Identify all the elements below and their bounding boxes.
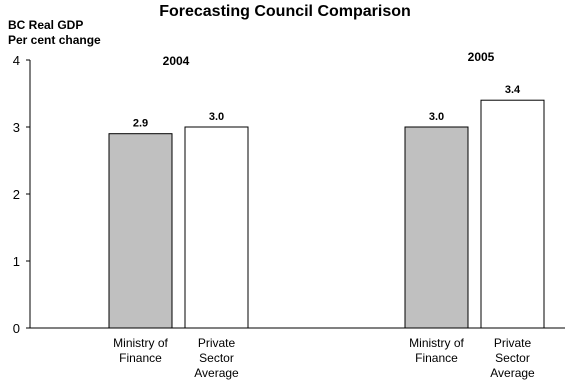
- y-tick-label: 2: [13, 187, 20, 202]
- group-label: 2004: [163, 54, 190, 68]
- category-label: Ministry of: [113, 336, 168, 350]
- y-axis-label-line1: BC Real GDP: [8, 18, 83, 32]
- category-label: Sector: [199, 351, 234, 365]
- category-label: Sector: [495, 351, 530, 365]
- group-label: 2005: [468, 50, 495, 64]
- bar-value-label: 3.0: [209, 111, 224, 123]
- y-axis-label-line2: Per cent change: [8, 33, 101, 47]
- bar-value-label: 2.9: [133, 118, 148, 130]
- y-tick-label: 3: [13, 120, 20, 135]
- y-tick-label: 4: [13, 53, 20, 68]
- chart-title: Forecasting Council Comparison: [159, 3, 411, 20]
- bar-value-label: 3.4: [505, 84, 521, 96]
- bar-value-label: 3.0: [429, 111, 444, 123]
- category-label: Private: [494, 336, 532, 350]
- bar: [404, 126, 469, 329]
- bar: [480, 99, 545, 329]
- category-label: Private: [198, 336, 236, 350]
- bar: [108, 133, 173, 329]
- category-label: Finance: [415, 351, 458, 365]
- category-label: Finance: [119, 351, 162, 365]
- y-tick-label: 1: [13, 254, 20, 269]
- category-label: Average: [490, 366, 535, 380]
- y-tick-label: 0: [13, 321, 20, 336]
- category-label: Average: [194, 366, 239, 380]
- bar: [184, 126, 249, 329]
- category-label: Ministry of: [409, 336, 464, 350]
